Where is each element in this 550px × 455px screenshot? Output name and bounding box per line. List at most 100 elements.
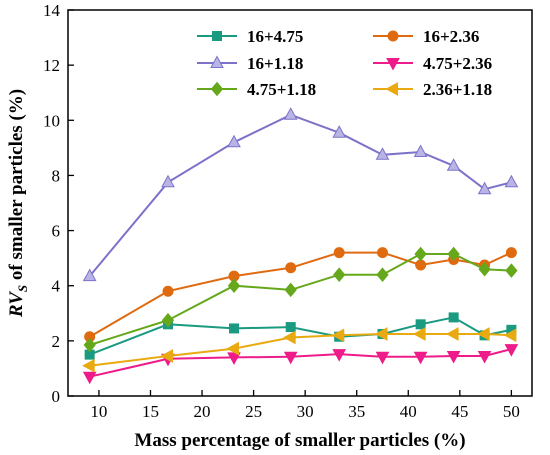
data-point: [333, 247, 345, 259]
data-point: [376, 267, 389, 282]
x-tick-label: 35: [348, 402, 365, 421]
legend-item: 2.36+1.18: [373, 80, 492, 99]
data-point: [505, 247, 517, 259]
y-tick-label: 6: [52, 222, 61, 241]
data-point: [82, 371, 97, 385]
data-point: [160, 349, 173, 363]
axis-ticks: 10 15 20 25 30 35 40 45 50 0 2 4 6 8 10 12 14: [43, 1, 520, 421]
data-point: [478, 261, 491, 277]
legend-marker: [386, 58, 400, 71]
data-point: [413, 327, 426, 341]
data-point: [283, 107, 298, 120]
legend-label: 16+4.75: [247, 27, 303, 46]
x-axis-title: Mass percentage of smaller particles (%): [134, 430, 465, 451]
data-point: [283, 330, 296, 345]
legend-label: 4.75+1.18: [247, 80, 316, 99]
legend-label: 16+1.18: [247, 54, 303, 73]
legend-marker: [212, 31, 222, 41]
y-tick-label: 0: [52, 387, 61, 406]
data-point: [415, 319, 426, 330]
legend-label: 16+2.36: [423, 27, 479, 46]
series-line: [89, 348, 512, 378]
x-tick-label: 40: [400, 402, 417, 421]
data-point: [375, 147, 390, 160]
x-tick-label: 10: [90, 402, 107, 421]
data-point: [162, 285, 174, 297]
series-4: [82, 344, 519, 385]
legend-label: 4.75+2.36: [423, 54, 492, 73]
y-axis-title-rest: of smaller particles (%): [6, 89, 27, 285]
legend: 16+4.75 16+2.36 16+1.18 4.75+2.36 4.75+1.18 2…: [197, 27, 492, 99]
data-point: [413, 351, 428, 365]
data-point: [448, 312, 459, 323]
data-point: [227, 278, 241, 293]
data-point: [446, 351, 461, 364]
x-tick-label: 30: [297, 402, 314, 421]
data-point: [331, 328, 345, 343]
series-line: [89, 253, 512, 346]
y-axis-title-sub: S: [15, 285, 30, 292]
y-axis-title-main: RV: [6, 291, 27, 318]
y-tick-label: 4: [52, 277, 61, 296]
legend-item: 16+4.75: [197, 27, 303, 46]
data-point: [413, 144, 428, 157]
x-tick-label: 25: [245, 402, 262, 421]
legend-item: 16+1.18: [197, 54, 303, 73]
series-layer: [82, 107, 519, 385]
y-tick-label: 8: [52, 166, 61, 185]
y-tick-label: 10: [43, 111, 60, 130]
series-5: [83, 246, 518, 353]
x-tick-label: 20: [194, 402, 211, 421]
data-point: [161, 174, 175, 188]
data-point: [477, 351, 492, 364]
legend-item: 16+2.36: [373, 27, 479, 46]
data-point: [285, 322, 296, 333]
data-point: [227, 352, 241, 365]
data-point: [504, 174, 519, 188]
data-point: [505, 263, 518, 278]
data-point: [83, 337, 96, 353]
data-point: [161, 312, 175, 328]
series-line: [89, 316, 512, 356]
data-point: [447, 246, 460, 262]
data-point: [446, 158, 461, 171]
data-point: [504, 344, 519, 357]
data-point: [415, 259, 427, 271]
data-point: [333, 267, 346, 282]
y-tick-label: 14: [43, 1, 61, 20]
data-point: [446, 327, 459, 341]
data-point: [284, 282, 297, 298]
y-tick-label: 12: [43, 56, 60, 75]
x-tick-label: 15: [142, 402, 159, 421]
series-2: [84, 247, 517, 343]
data-point: [503, 328, 517, 343]
plot-frame: [67, 9, 533, 397]
legend-item: 4.75+1.18: [197, 80, 316, 99]
data-point: [477, 181, 492, 195]
legend-item: 4.75+2.36: [373, 54, 492, 73]
series-3: [82, 107, 519, 282]
legend-marker: [385, 82, 398, 96]
series-line: [88, 113, 512, 277]
data-point: [375, 351, 390, 365]
legend-label: 2.36+1.18: [423, 80, 492, 99]
legend-marker: [387, 30, 399, 42]
series-line: [89, 333, 512, 367]
data-point: [332, 349, 347, 362]
series-6: [82, 327, 517, 373]
data-point: [376, 247, 388, 259]
data-point: [374, 327, 388, 341]
legend-marker: [210, 81, 224, 97]
data-point: [414, 246, 427, 262]
x-tick-label: 45: [451, 402, 468, 421]
y-tick-label: 2: [52, 332, 61, 351]
svg-text:RVS of smaller particles (%): RVS of smaller particles (%): [6, 89, 30, 318]
data-point: [227, 134, 241, 148]
data-point: [283, 351, 298, 365]
data-point: [332, 125, 347, 138]
data-point: [285, 262, 297, 274]
x-tick-label: 50: [503, 402, 520, 421]
data-point: [229, 323, 240, 334]
legend-marker: [210, 55, 224, 68]
